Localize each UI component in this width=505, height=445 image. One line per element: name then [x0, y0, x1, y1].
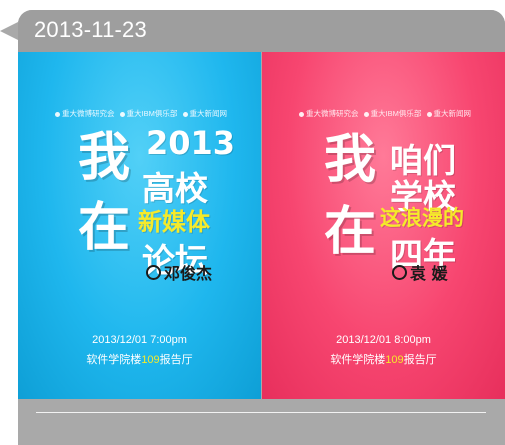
- organizer-name: 重大微博研究会: [305, 109, 359, 118]
- venue-room: 109: [385, 354, 404, 366]
- event-time: 2013/12/01 8:00pm: [336, 334, 431, 346]
- event-place: 软件学院楼109报告厅: [262, 351, 505, 367]
- venue-hall: 报告厅: [159, 354, 193, 366]
- footer-divider: [36, 412, 486, 413]
- venue-room: 109: [141, 354, 160, 366]
- organizer-name: 重大新闻网: [189, 109, 228, 118]
- organizer-name: 重大微博研究会: [61, 109, 115, 118]
- dot-icon: [298, 111, 304, 117]
- event-time: 2013/12/01 7:00pm: [92, 334, 187, 346]
- big-char-zai: 在: [324, 202, 377, 262]
- dot-icon: [119, 111, 125, 117]
- circle-ring-icon: [146, 265, 161, 280]
- dot-icon: [426, 111, 432, 117]
- speaker: 邓俊杰: [146, 260, 212, 284]
- organizer-name: 重大新闻网: [433, 109, 472, 118]
- venue-building: 软件学院楼: [86, 354, 142, 366]
- post-date: 2013-11-23: [34, 17, 147, 42]
- big-char-wo: 我: [78, 128, 131, 188]
- organizer-list: 重大微博研究会 重大IBM俱乐部 重大新闻网: [18, 108, 261, 119]
- big-char-wo: 我: [324, 130, 377, 190]
- venue-hall: 报告厅: [403, 354, 437, 366]
- title-line-highlight: 这浪漫的: [380, 206, 464, 230]
- title-line-2: 学校: [390, 177, 456, 216]
- dot-icon: [363, 111, 369, 117]
- left-notch-icon: [0, 22, 18, 40]
- poster-media-forum[interactable]: 重大微博研究会 重大IBM俱乐部 重大新闻网 我 在 2013 高校 新媒体 论…: [18, 52, 261, 399]
- dot-icon: [54, 111, 60, 117]
- speaker-name: 邓俊杰: [164, 264, 213, 283]
- event-place: 软件学院楼109报告厅: [18, 351, 261, 367]
- title-year: 2013: [146, 124, 236, 162]
- organizer-name: 重大IBM俱乐部: [370, 109, 422, 118]
- date-header: 2013-11-23: [18, 10, 505, 52]
- big-char-zai: 在: [78, 198, 131, 258]
- speaker: 袁 媛: [392, 260, 448, 284]
- title-line-highlight: 新媒体: [138, 208, 210, 236]
- dot-icon: [182, 111, 188, 117]
- venue-building: 软件学院楼: [330, 354, 386, 366]
- organizer-name: 重大IBM俱乐部: [126, 109, 178, 118]
- title-line-1: 咱们: [390, 141, 456, 180]
- poster-romantic-years[interactable]: 重大微博研究会 重大IBM俱乐部 重大新闻网 我 在 咱们 学校 这浪漫的 四年…: [262, 52, 505, 399]
- speaker-name: 袁 媛: [410, 264, 448, 283]
- organizer-list: 重大微博研究会 重大IBM俱乐部 重大新闻网: [262, 108, 505, 119]
- circle-ring-icon: [392, 265, 407, 280]
- title-line-1: 高校: [142, 169, 208, 208]
- card-footer: [18, 399, 505, 445]
